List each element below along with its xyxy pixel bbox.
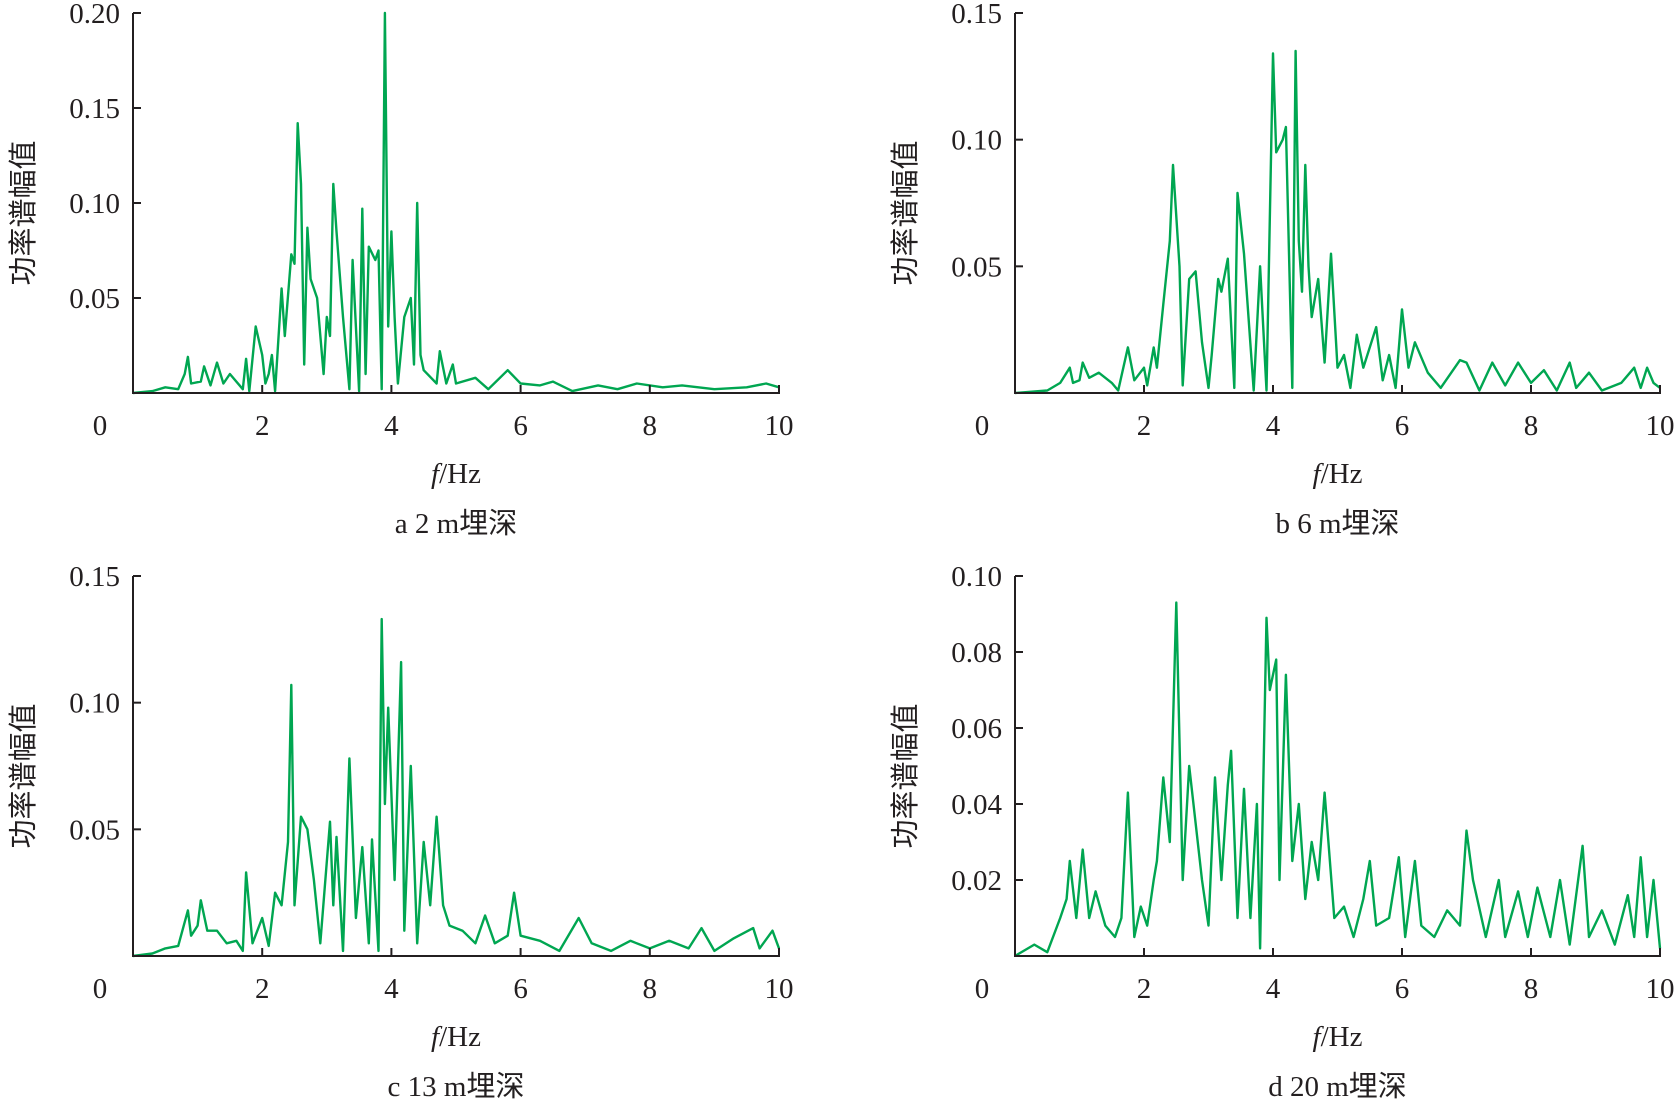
y-axis-label: 功率谱幅值 <box>7 703 40 848</box>
x-tick-label: 0 <box>93 410 108 442</box>
x-axis-label: f/Hz <box>1313 458 1363 490</box>
x-tick-label: 10 <box>765 973 794 1005</box>
y-tick-label: 0.06 <box>951 713 1002 745</box>
y-axis-label: 功率谱幅值 <box>889 140 922 285</box>
x-axis-label: f/Hz <box>431 1021 481 1053</box>
y-tick-label: 0.04 <box>951 789 1002 821</box>
axes-frame <box>132 13 780 394</box>
x-tick-label: 4 <box>384 410 399 442</box>
y-tick-label: 0.15 <box>69 93 120 125</box>
y-tick-label: 0.10 <box>69 188 120 220</box>
y-tick-label: 0.10 <box>951 125 1002 157</box>
x-tick-label: 8 <box>643 973 658 1005</box>
series-line-2m <box>132 11 780 395</box>
subplot-caption: c 13 m埋深 <box>388 1071 525 1103</box>
subplot-d: 0 2 4 6 8 10 0.02 0.04 0.06 0.08 0.10 f/Hz 功率谱幅值 d 20… <box>889 561 1675 1103</box>
subplot-a: 0 2 4 6 8 10 0.05 0.10 0.15 0.20 f/Hz 功率谱幅值 a 2 m埋深 <box>7 0 794 540</box>
x-tick-label: 4 <box>384 973 399 1005</box>
series-line-13m <box>132 617 781 958</box>
subplot-c: 0 2 4 6 8 10 0.05 0.10 0.15 f/Hz 功率谱幅值 c 13 m埋深 <box>7 561 794 1103</box>
series-line-6m <box>1014 49 1661 395</box>
y-tick-label: 0.15 <box>69 561 120 593</box>
x-tick-label: 4 <box>1266 973 1281 1005</box>
x-axis-label-unit: /Hz <box>1321 458 1363 490</box>
axes-frame <box>1014 13 1661 394</box>
x-axis-label: f/Hz <box>431 458 481 490</box>
x-tick-label: 8 <box>1524 410 1539 442</box>
subplot-b: 0 2 4 6 8 10 0.05 0.10 0.15 f/Hz 功率谱幅值 b 6 m埋深 <box>889 0 1675 540</box>
y-tick-label: 0.05 <box>69 814 120 846</box>
x-tick-label: 8 <box>643 410 658 442</box>
x-tick-label: 10 <box>1646 410 1675 442</box>
x-tick-label: 4 <box>1266 410 1281 442</box>
x-tick-label: 10 <box>765 410 794 442</box>
x-tick-label: 6 <box>1395 973 1410 1005</box>
y-tick-label: 0.20 <box>69 0 120 30</box>
x-tick-label: 6 <box>513 973 528 1005</box>
y-tick-label: 0.10 <box>951 561 1002 593</box>
y-tick-label: 0.02 <box>951 865 1002 897</box>
x-axis-label-unit: /Hz <box>1321 1021 1363 1053</box>
axes-frame <box>1014 576 1661 957</box>
y-tick-label: 0.08 <box>951 637 1002 669</box>
x-tick-label: 6 <box>513 410 528 442</box>
x-axis-label-unit: /Hz <box>439 458 481 490</box>
x-tick-label: 10 <box>1646 973 1675 1005</box>
subplot-caption: b 6 m埋深 <box>1275 508 1399 540</box>
axes-frame <box>132 576 780 957</box>
x-axis-label: f/Hz <box>1313 1021 1363 1053</box>
x-tick-label: 0 <box>975 410 990 442</box>
y-axis-label: 功率谱幅值 <box>7 140 40 285</box>
subplot-caption: a 2 m埋深 <box>395 508 517 540</box>
x-tick-label: 8 <box>1524 973 1539 1005</box>
x-tick-label: 2 <box>1137 973 1152 1005</box>
y-tick-label: 0.05 <box>69 283 120 315</box>
subplot-caption: d 20 m埋深 <box>1268 1071 1407 1103</box>
x-axis-label-unit: /Hz <box>439 1021 481 1053</box>
x-tick-label: 2 <box>255 973 270 1005</box>
x-tick-label: 2 <box>255 410 270 442</box>
y-axis-label: 功率谱幅值 <box>889 703 922 848</box>
y-tick-label: 0.10 <box>69 688 120 720</box>
x-tick-label: 0 <box>93 973 108 1005</box>
x-tick-label: 2 <box>1137 410 1152 442</box>
x-tick-label: 0 <box>975 973 990 1005</box>
y-tick-label: 0.05 <box>951 251 1002 283</box>
y-tick-label: 0.15 <box>951 0 1002 30</box>
series-line-20m <box>1014 601 1662 958</box>
x-tick-label: 6 <box>1395 410 1410 442</box>
